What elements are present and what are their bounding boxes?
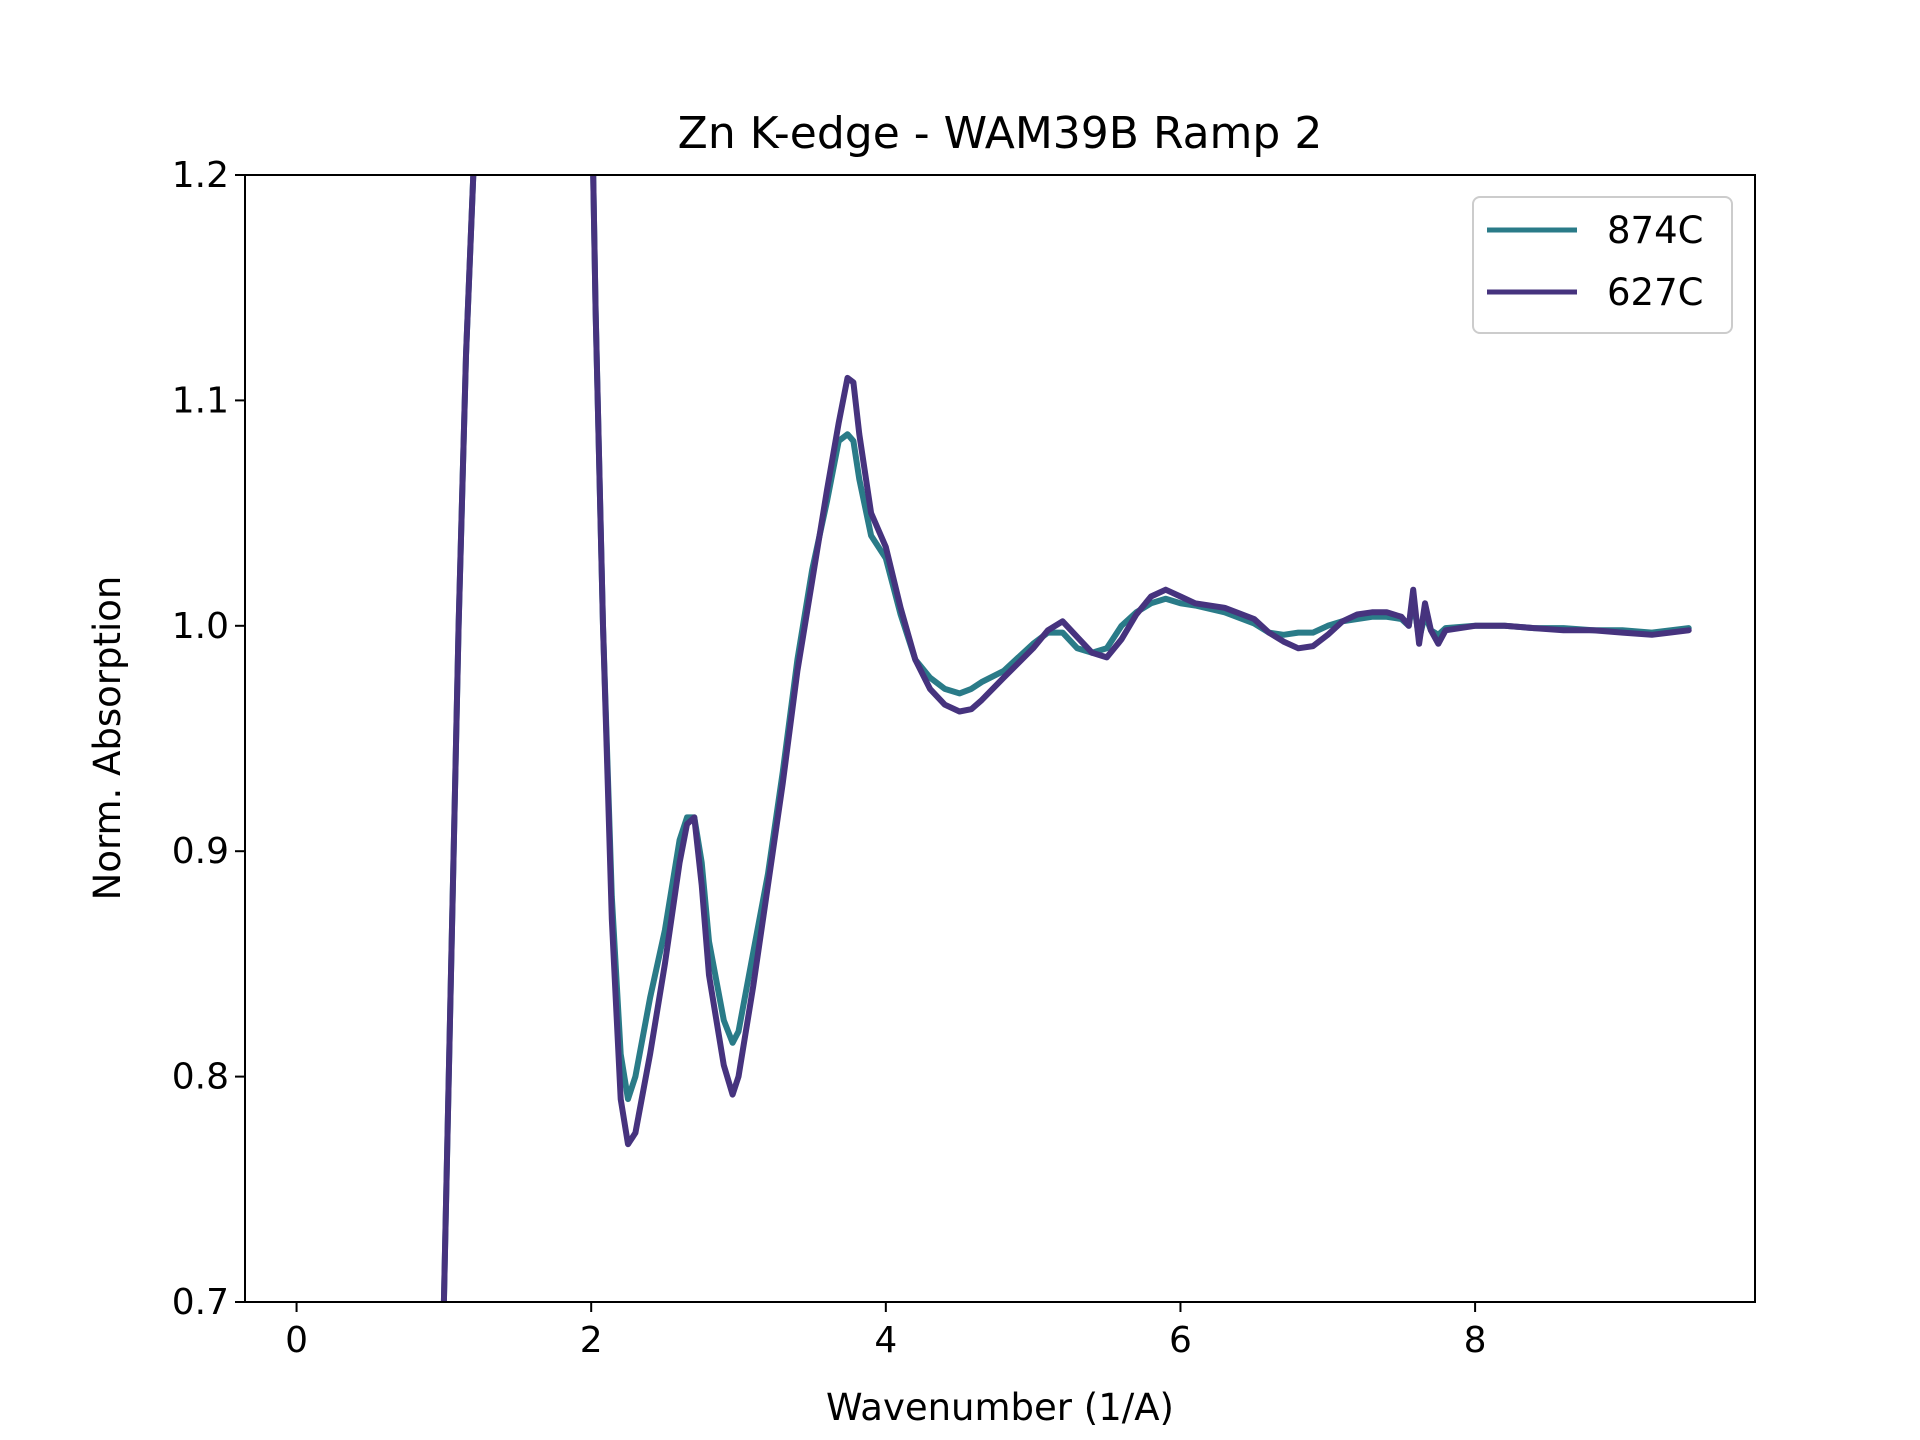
series-line-627c <box>440 175 1692 1302</box>
x-axis-label: Wavenumber (1/A) <box>826 1386 1174 1429</box>
y-tick-label-3: 1.0 <box>172 606 229 647</box>
chart-title: Zn K-edge - WAM39B Ramp 2 <box>678 108 1323 159</box>
plot-frame <box>244 174 1756 1303</box>
y-axis-label: Norm. Absorption <box>86 576 129 901</box>
legend: 874C 627C <box>1472 196 1733 334</box>
x-tick-label-3: 6 <box>1169 1320 1192 1361</box>
x-axis: 0 2 4 6 8 <box>285 1302 1487 1361</box>
y-tick-label-4: 1.1 <box>172 380 229 421</box>
y-tick-label-1: 0.8 <box>172 1057 229 1098</box>
x-tick-label-2: 4 <box>874 1320 897 1361</box>
y-axis: 0.7 0.8 0.9 1.0 1.1 1.2 <box>172 155 245 1323</box>
legend-label-627c: 627C <box>1607 271 1703 314</box>
legend-label-874c: 874C <box>1607 209 1703 252</box>
y-tick-label-0: 0.7 <box>172 1282 229 1323</box>
x-tick-label-4: 8 <box>1464 1320 1487 1361</box>
x-tick-label-1: 2 <box>580 1320 603 1361</box>
y-tick-label-2: 0.9 <box>172 831 229 872</box>
x-tick-label-0: 0 <box>285 1320 308 1361</box>
series-layer <box>440 175 1692 1302</box>
y-tick-label-5: 1.2 <box>172 155 229 196</box>
